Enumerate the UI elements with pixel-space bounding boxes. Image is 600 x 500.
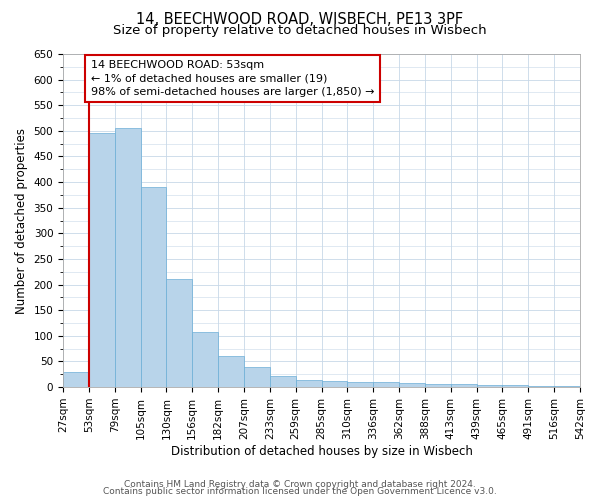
Text: 14 BEECHWOOD ROAD: 53sqm
← 1% of detached houses are smaller (19)
98% of semi-de: 14 BEECHWOOD ROAD: 53sqm ← 1% of detache… [91, 60, 374, 96]
Bar [89, 134, 115, 387]
Text: Contains HM Land Registry data © Crown copyright and database right 2024.: Contains HM Land Registry data © Crown c… [124, 480, 476, 489]
Text: 14, BEECHWOOD ROAD, WISBECH, PE13 3PF: 14, BEECHWOOD ROAD, WISBECH, PE13 3PF [136, 12, 464, 28]
X-axis label: Distribution of detached houses by size in Wisbech: Distribution of detached houses by size … [170, 444, 472, 458]
Bar [270, 376, 296, 387]
Text: Contains public sector information licensed under the Open Government Licence v3: Contains public sector information licen… [103, 488, 497, 496]
Text: Size of property relative to detached houses in Wisbech: Size of property relative to detached ho… [113, 24, 487, 37]
Bar [529, 386, 554, 387]
Bar [399, 383, 425, 387]
Bar [502, 385, 529, 387]
Bar [322, 381, 347, 387]
Bar [218, 356, 244, 387]
Bar [476, 384, 502, 387]
Y-axis label: Number of detached properties: Number of detached properties [15, 128, 28, 314]
Bar [373, 382, 399, 387]
Bar [244, 366, 270, 387]
Bar [63, 372, 89, 387]
Bar [554, 386, 580, 387]
Bar [166, 280, 192, 387]
Bar [192, 332, 218, 387]
Bar [425, 384, 451, 387]
Bar [451, 384, 476, 387]
Bar [115, 128, 140, 387]
Bar [296, 380, 322, 387]
Bar [140, 187, 166, 387]
Bar [347, 382, 373, 387]
